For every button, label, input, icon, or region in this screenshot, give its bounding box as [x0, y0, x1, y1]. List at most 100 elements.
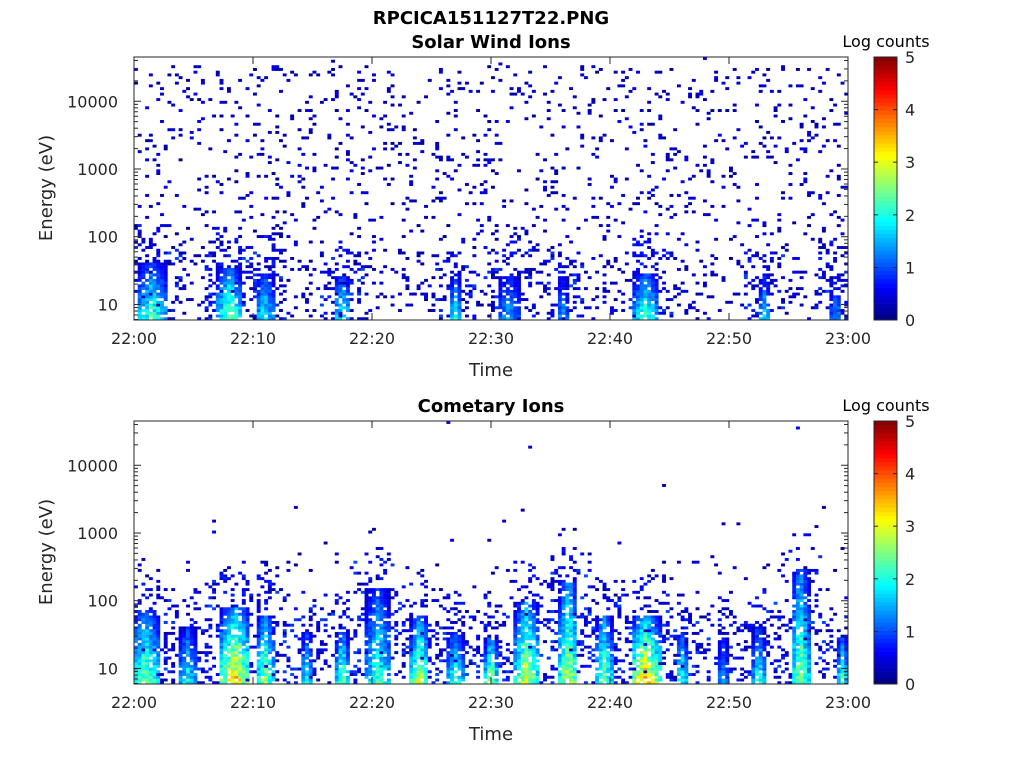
cometary-cell	[256, 670, 261, 674]
cometary-cell	[383, 637, 388, 641]
solar-wind-cell	[543, 180, 547, 184]
cometary-cell	[572, 604, 577, 608]
solar-wind-cell	[821, 270, 826, 274]
cometary-cell	[528, 618, 533, 622]
cometary-cell	[230, 604, 235, 608]
cometary-cell	[424, 642, 428, 646]
cometary-cell	[587, 585, 592, 589]
solar-wind-cell	[528, 254, 533, 258]
cometary-cell	[409, 623, 414, 627]
solar-wind-cell	[260, 309, 265, 312]
solar-wind-cell	[636, 196, 640, 200]
cometary-cell	[379, 673, 384, 676]
solar-wind-cell	[401, 235, 406, 239]
solar-wind-cell	[654, 202, 659, 206]
solar-wind-cell	[405, 256, 410, 260]
cometary-cell	[353, 664, 358, 668]
solar-wind-cell	[264, 303, 269, 307]
solar-wind-cell	[803, 232, 808, 236]
solar-wind-cell	[345, 109, 350, 112]
cometary-cell	[316, 648, 321, 652]
cometary-cell	[234, 623, 239, 627]
cometary-cell	[160, 678, 164, 682]
solar-wind-cell	[453, 254, 458, 258]
solar-wind-cell	[141, 262, 146, 266]
cometary-cell	[557, 681, 562, 685]
cometary-cell	[576, 642, 581, 646]
cometary-cell	[546, 582, 551, 586]
cometary-cell	[561, 588, 566, 592]
cometary-cell	[219, 645, 224, 649]
solar-wind-cell	[379, 125, 384, 129]
solar-wind-cell	[145, 262, 150, 266]
cometary-cell	[368, 579, 373, 583]
cometary-cell	[245, 615, 250, 619]
solar-wind-cell	[706, 172, 711, 175]
solar-wind-cell	[758, 306, 763, 310]
cometary-cell	[520, 560, 525, 564]
solar-wind-cell	[457, 289, 462, 293]
cometary-cell	[572, 626, 577, 630]
solar-wind-cell	[591, 317, 596, 321]
solar-wind-cell	[342, 292, 347, 296]
solar-wind-cell	[319, 254, 324, 258]
cometary-cell	[524, 678, 529, 682]
solar-wind-cell	[245, 139, 250, 143]
solar-wind-cell	[710, 254, 715, 258]
solar-wind-cell	[710, 109, 715, 112]
solar-wind-cell	[327, 133, 332, 137]
solar-wind-cell	[502, 317, 507, 321]
cometary-cell	[275, 623, 280, 627]
solar-wind-cell	[215, 309, 220, 312]
cometary-cell	[409, 634, 414, 638]
cometary-cell	[450, 653, 455, 657]
cometary-cell	[528, 642, 533, 646]
cometary-cell	[565, 637, 570, 641]
cometary-cell	[271, 631, 276, 635]
cometary-cell	[171, 631, 176, 635]
cometary-cell	[409, 681, 414, 685]
cometary-cell	[383, 568, 388, 572]
solar-wind-cell	[305, 109, 309, 112]
solar-wind-cell	[769, 256, 774, 260]
cometary-cell	[145, 618, 150, 622]
solar-wind-cell	[829, 98, 834, 102]
cometary-cell	[416, 634, 421, 638]
solar-wind-cell	[650, 265, 655, 269]
cometary-cell	[264, 618, 269, 622]
solar-wind-cell	[208, 267, 213, 271]
cometary-cell	[156, 678, 161, 682]
solar-wind-cell	[152, 292, 157, 296]
cometary-cell	[368, 678, 373, 682]
cometary-cell	[189, 651, 194, 655]
solar-wind-cell	[223, 276, 228, 280]
cometary-cell	[245, 653, 250, 657]
cometary-cell	[409, 615, 414, 619]
solar-wind-cell	[755, 235, 759, 239]
solar-wind-cell	[636, 278, 640, 282]
solar-wind-cell	[502, 303, 507, 307]
solar-wind-cell	[260, 147, 265, 151]
solar-wind-cell	[152, 289, 157, 293]
solar-wind-cell	[706, 213, 711, 217]
solar-wind-cell	[509, 306, 514, 310]
solar-wind-cell	[818, 256, 823, 260]
cometary-cell	[483, 681, 488, 685]
solar-wind-cell	[643, 240, 648, 244]
solar-wind-cell	[662, 281, 666, 285]
cometary-cell	[148, 678, 153, 682]
solar-wind-cell	[197, 207, 202, 211]
solar-wind-cell	[219, 281, 224, 285]
cometary-cell	[438, 626, 443, 630]
cometary-cell	[141, 667, 146, 671]
solar-wind-cell	[494, 141, 499, 145]
solar-wind-cell	[781, 67, 785, 71]
solar-wind-cell	[543, 289, 547, 293]
solar-wind-cell	[539, 281, 544, 285]
solar-wind-cell	[156, 295, 161, 299]
cometary-cell	[412, 678, 417, 682]
cometary-cell	[353, 590, 358, 594]
solar-wind-cell	[345, 287, 350, 291]
solar-wind-cell	[338, 309, 343, 312]
solar-wind-cell	[665, 158, 670, 162]
